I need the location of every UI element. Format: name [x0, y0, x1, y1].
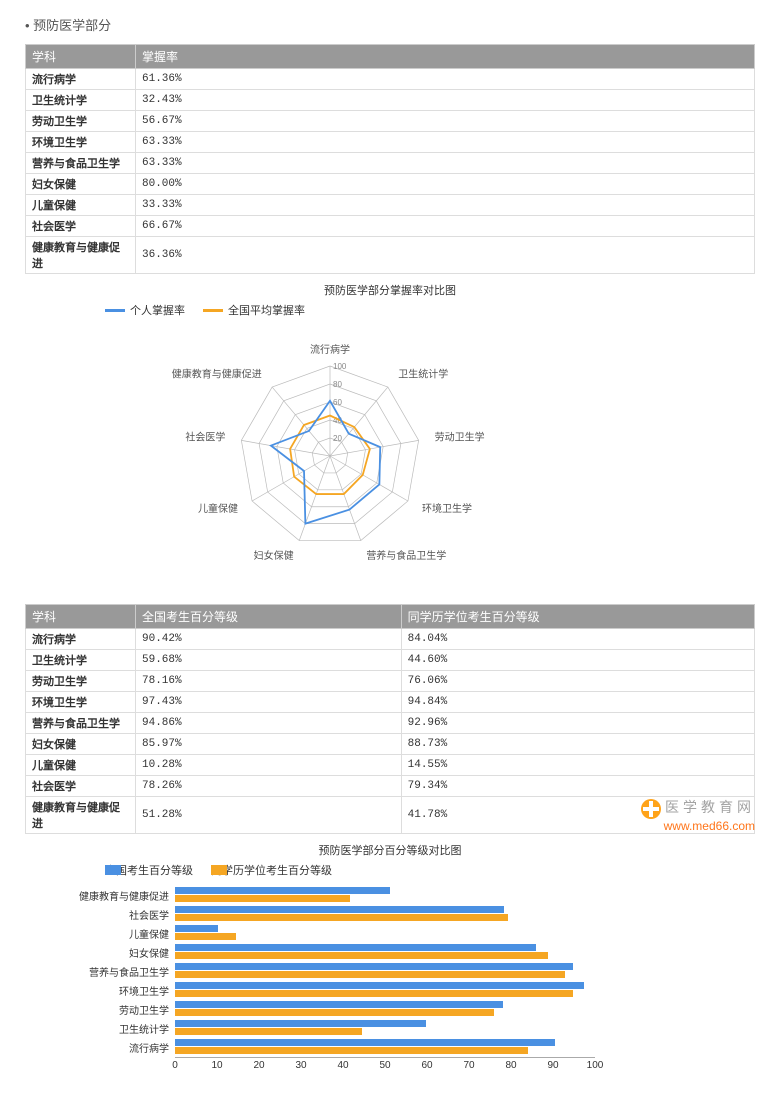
bar-row: 环境卫生学: [65, 981, 755, 999]
legend-swatch: [105, 865, 121, 875]
col-header: 学科: [26, 605, 136, 629]
table-row: 儿童保健33.33%: [26, 195, 755, 216]
bar-row: 卫生统计学: [65, 1019, 755, 1037]
svg-text:儿童保健: 儿童保健: [198, 502, 238, 515]
radar-legend: 个人掌握率 全国平均掌握率: [25, 302, 755, 318]
table-row: 劳动卫生学78.16%76.06%: [26, 671, 755, 692]
svg-text:60: 60: [333, 398, 342, 407]
bar-row: 社会医学: [65, 905, 755, 923]
bar-title: 预防医学部分百分等级对比图: [25, 842, 755, 858]
section-title: 预防医学部分: [25, 15, 755, 34]
svg-text:社会医学: 社会医学: [185, 431, 225, 444]
table-row: 劳动卫生学56.67%: [26, 111, 755, 132]
table-row: 环境卫生学97.43%94.84%: [26, 692, 755, 713]
legend-swatch: [211, 865, 227, 875]
table-row: 营养与食品卫生学63.33%: [26, 153, 755, 174]
bar-chart: 健康教育与健康促进社会医学儿童保健妇女保健营养与食品卫生学环境卫生学劳动卫生学卫…: [25, 886, 755, 1075]
legend-item: 全国平均掌握率: [203, 302, 305, 318]
legend-swatch: [105, 309, 125, 312]
svg-text:流行病学: 流行病学: [310, 343, 350, 356]
svg-text:卫生统计学: 卫生统计学: [398, 368, 448, 381]
svg-text:80: 80: [333, 380, 342, 389]
bar-row: 流行病学: [65, 1038, 755, 1056]
table-row: 卫生统计学32.43%: [26, 90, 755, 111]
table-row: 营养与食品卫生学94.86%92.96%: [26, 713, 755, 734]
svg-text:劳动卫生学: 劳动卫生学: [435, 431, 485, 444]
col-header: 学科: [26, 45, 136, 69]
table-row: 社会医学78.26%79.34%: [26, 776, 755, 797]
watermark-text: 医学教育网: [665, 799, 755, 815]
bar-legend: 全国考生百分等级 同学历学位考生百分等级: [25, 862, 755, 878]
col-header: 掌握率: [136, 45, 755, 69]
table-row: 社会医学66.67%: [26, 216, 755, 237]
watermark: 医学教育网 www.med66.com: [641, 797, 755, 833]
svg-text:环境卫生学: 环境卫生学: [422, 502, 472, 515]
table-row: 卫生统计学59.68%44.60%: [26, 650, 755, 671]
svg-text:100: 100: [333, 362, 347, 371]
legend-swatch: [203, 309, 223, 312]
watermark-url: www.med66.com: [641, 819, 755, 833]
radar-title: 预防医学部分掌握率对比图: [25, 282, 755, 298]
table-row: 妇女保健85.97%88.73%: [26, 734, 755, 755]
bar-row: 劳动卫生学: [65, 1000, 755, 1018]
table-row: 环境卫生学63.33%: [26, 132, 755, 153]
bar-row: 妇女保健: [65, 943, 755, 961]
legend-item: 同学历学位考生百分等级: [211, 862, 332, 878]
col-header: 全国考生百分等级: [136, 605, 402, 629]
legend-item: 个人掌握率: [105, 302, 185, 318]
table-row: 流行病学90.42%84.04%: [26, 629, 755, 650]
col-header: 同学历学位考生百分等级: [401, 605, 754, 629]
bar-row: 营养与食品卫生学: [65, 962, 755, 980]
svg-text:20: 20: [333, 434, 342, 443]
bar-row: 健康教育与健康促进: [65, 886, 755, 904]
radar-chart: 20406080100流行病学卫生统计学劳动卫生学环境卫生学营养与食品卫生学妇女…: [25, 326, 755, 589]
table-row: 流行病学61.36%: [26, 69, 755, 90]
table-row: 妇女保健80.00%: [26, 174, 755, 195]
svg-text:营养与食品卫生学: 营养与食品卫生学: [366, 549, 446, 562]
legend-item: 全国考生百分等级: [105, 862, 193, 878]
svg-text:妇女保健: 妇女保健: [254, 549, 294, 562]
logo-icon: [641, 799, 661, 819]
mastery-table: 学科掌握率流行病学61.36%卫生统计学32.43%劳动卫生学56.67%环境卫…: [25, 44, 755, 274]
x-axis: 0102030405060708090100: [175, 1057, 595, 1075]
table-row: 健康教育与健康促进36.36%: [26, 237, 755, 274]
bar-row: 儿童保健: [65, 924, 755, 942]
table-row: 儿童保健10.28%14.55%: [26, 755, 755, 776]
svg-text:健康教育与健康促进: 健康教育与健康促进: [172, 368, 262, 381]
